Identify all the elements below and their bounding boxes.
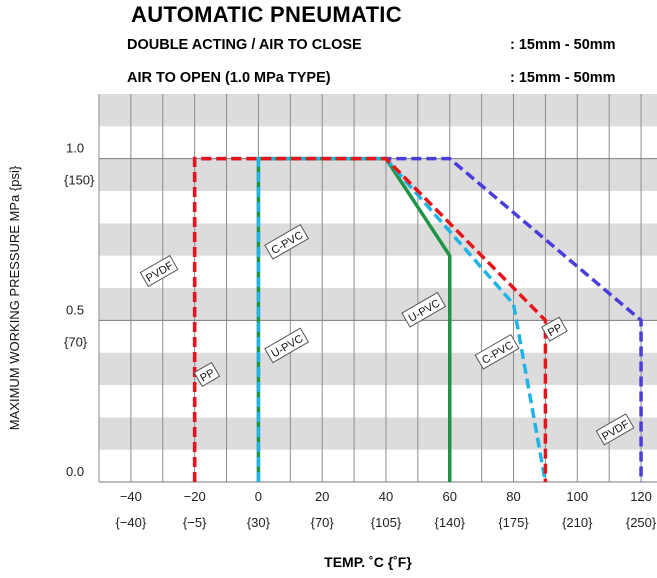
x-tick-celsius: 100	[566, 489, 588, 504]
series-label-box	[264, 327, 310, 364]
series-lines	[192, 156, 643, 483]
grid-band	[99, 385, 657, 418]
x-tick-fahrenheit: {30}	[247, 515, 271, 530]
y-tick-labels: 0.0 0.5 {70} 1.0 {150}	[64, 141, 95, 479]
series-label-box	[595, 413, 635, 446]
x-tick-celsius: 60	[443, 489, 457, 504]
grid-band	[99, 288, 657, 321]
x-tick-fahrenheit: {105}	[371, 515, 402, 530]
x-tick-fahrenheit: {210}	[562, 515, 593, 530]
x-tick-fahrenheit: {−5}	[183, 515, 207, 530]
subtitle-air-to-open-size: : 15mm - 50mm	[510, 70, 616, 86]
grid-band	[99, 255, 657, 288]
grid-band	[99, 352, 657, 385]
x-tick-celsius: 20	[315, 489, 329, 504]
x-tick-fahrenheit: {70}	[311, 515, 335, 530]
y-tick-mpa: 0.0	[66, 464, 84, 479]
x-tick-celsius: −40	[120, 489, 142, 504]
x-tick-celsius: 120	[630, 489, 652, 504]
x-tick-celsius: −20	[184, 489, 206, 504]
y-axis-label: MAXIMUM WORKING PRESSURE MPa {psi}	[7, 165, 22, 430]
series-label: PP	[541, 316, 568, 342]
x-tick-fahrenheit: {250}	[626, 515, 657, 530]
series-label-box	[541, 316, 568, 342]
x-tick-labels: −40 {−40} −20 {−5} 0 {30} 20 {70} 40 {105} 60 {140}…	[116, 489, 657, 530]
grid-band	[99, 320, 657, 353]
x-tick-celsius: 0	[255, 489, 262, 504]
x-tick-fahrenheit: {−40}	[116, 515, 147, 530]
series-label: PP	[193, 361, 221, 388]
grid-band	[99, 449, 657, 482]
x-tick-fahrenheit: {140}	[435, 515, 466, 530]
y-tick-psi: {70}	[64, 334, 88, 349]
x-tick-celsius: 40	[379, 489, 393, 504]
subtitle-air-to-open: AIR TO OPEN (1.0 MPa TYPE)	[127, 70, 331, 86]
series-label-box	[139, 254, 179, 288]
y-tick-mpa: 1.0	[66, 141, 84, 156]
grid-band	[99, 126, 657, 159]
subtitle-double-acting: DOUBLE ACTING / AIR TO CLOSE	[127, 37, 362, 53]
series-line-pp	[192, 156, 548, 482]
x-axis-label: TEMP. ˚C {˚F}	[324, 554, 412, 570]
subtitle-double-acting-size: : 15mm - 50mm	[510, 37, 616, 53]
grid-band	[99, 417, 657, 450]
series-label-box	[193, 361, 221, 388]
x-tick-fahrenheit: {175}	[498, 515, 529, 530]
grid-band	[99, 223, 657, 256]
chart-title: AUTOMATIC PNEUMATIC	[131, 2, 402, 27]
x-tick-celsius: 80	[506, 489, 520, 504]
y-tick-psi: {150}	[64, 173, 95, 188]
series-label-box	[474, 333, 520, 370]
series-label-box	[264, 224, 310, 260]
grid-band	[99, 191, 657, 224]
grid-band	[99, 158, 657, 191]
series-label-box	[401, 291, 447, 328]
grid-band	[99, 94, 657, 127]
y-tick-mpa: 0.5	[66, 302, 84, 317]
grid-bands	[99, 94, 657, 482]
